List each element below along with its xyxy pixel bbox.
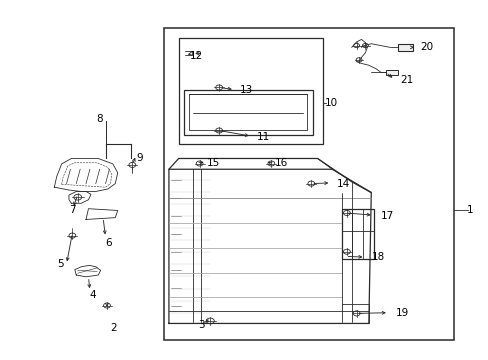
Text: 21: 21 bbox=[400, 75, 413, 85]
Text: 7: 7 bbox=[69, 206, 76, 216]
Bar bbox=[385, 70, 397, 75]
Text: 10: 10 bbox=[325, 98, 337, 108]
Text: 2: 2 bbox=[110, 323, 117, 333]
Bar bbox=[183, 90, 312, 135]
Text: 17: 17 bbox=[380, 211, 393, 221]
Text: 11: 11 bbox=[256, 132, 269, 142]
Text: 5: 5 bbox=[57, 259, 63, 269]
Bar bbox=[397, 44, 412, 51]
Text: 16: 16 bbox=[274, 158, 287, 168]
Bar bbox=[341, 209, 373, 259]
Text: 19: 19 bbox=[395, 308, 408, 318]
Text: 13: 13 bbox=[239, 85, 252, 95]
Text: 20: 20 bbox=[419, 42, 432, 52]
Text: 8: 8 bbox=[96, 114, 102, 124]
Text: 18: 18 bbox=[371, 252, 385, 262]
Text: 3: 3 bbox=[198, 320, 204, 330]
Bar bbox=[163, 28, 453, 339]
Text: 4: 4 bbox=[90, 291, 96, 301]
Bar bbox=[189, 94, 306, 130]
Text: 14: 14 bbox=[336, 179, 350, 189]
Text: 9: 9 bbox=[136, 153, 142, 163]
Text: 15: 15 bbox=[206, 158, 219, 168]
Bar bbox=[178, 39, 322, 144]
Text: 12: 12 bbox=[189, 51, 203, 61]
Text: 1: 1 bbox=[466, 206, 472, 216]
Text: 6: 6 bbox=[105, 238, 112, 248]
